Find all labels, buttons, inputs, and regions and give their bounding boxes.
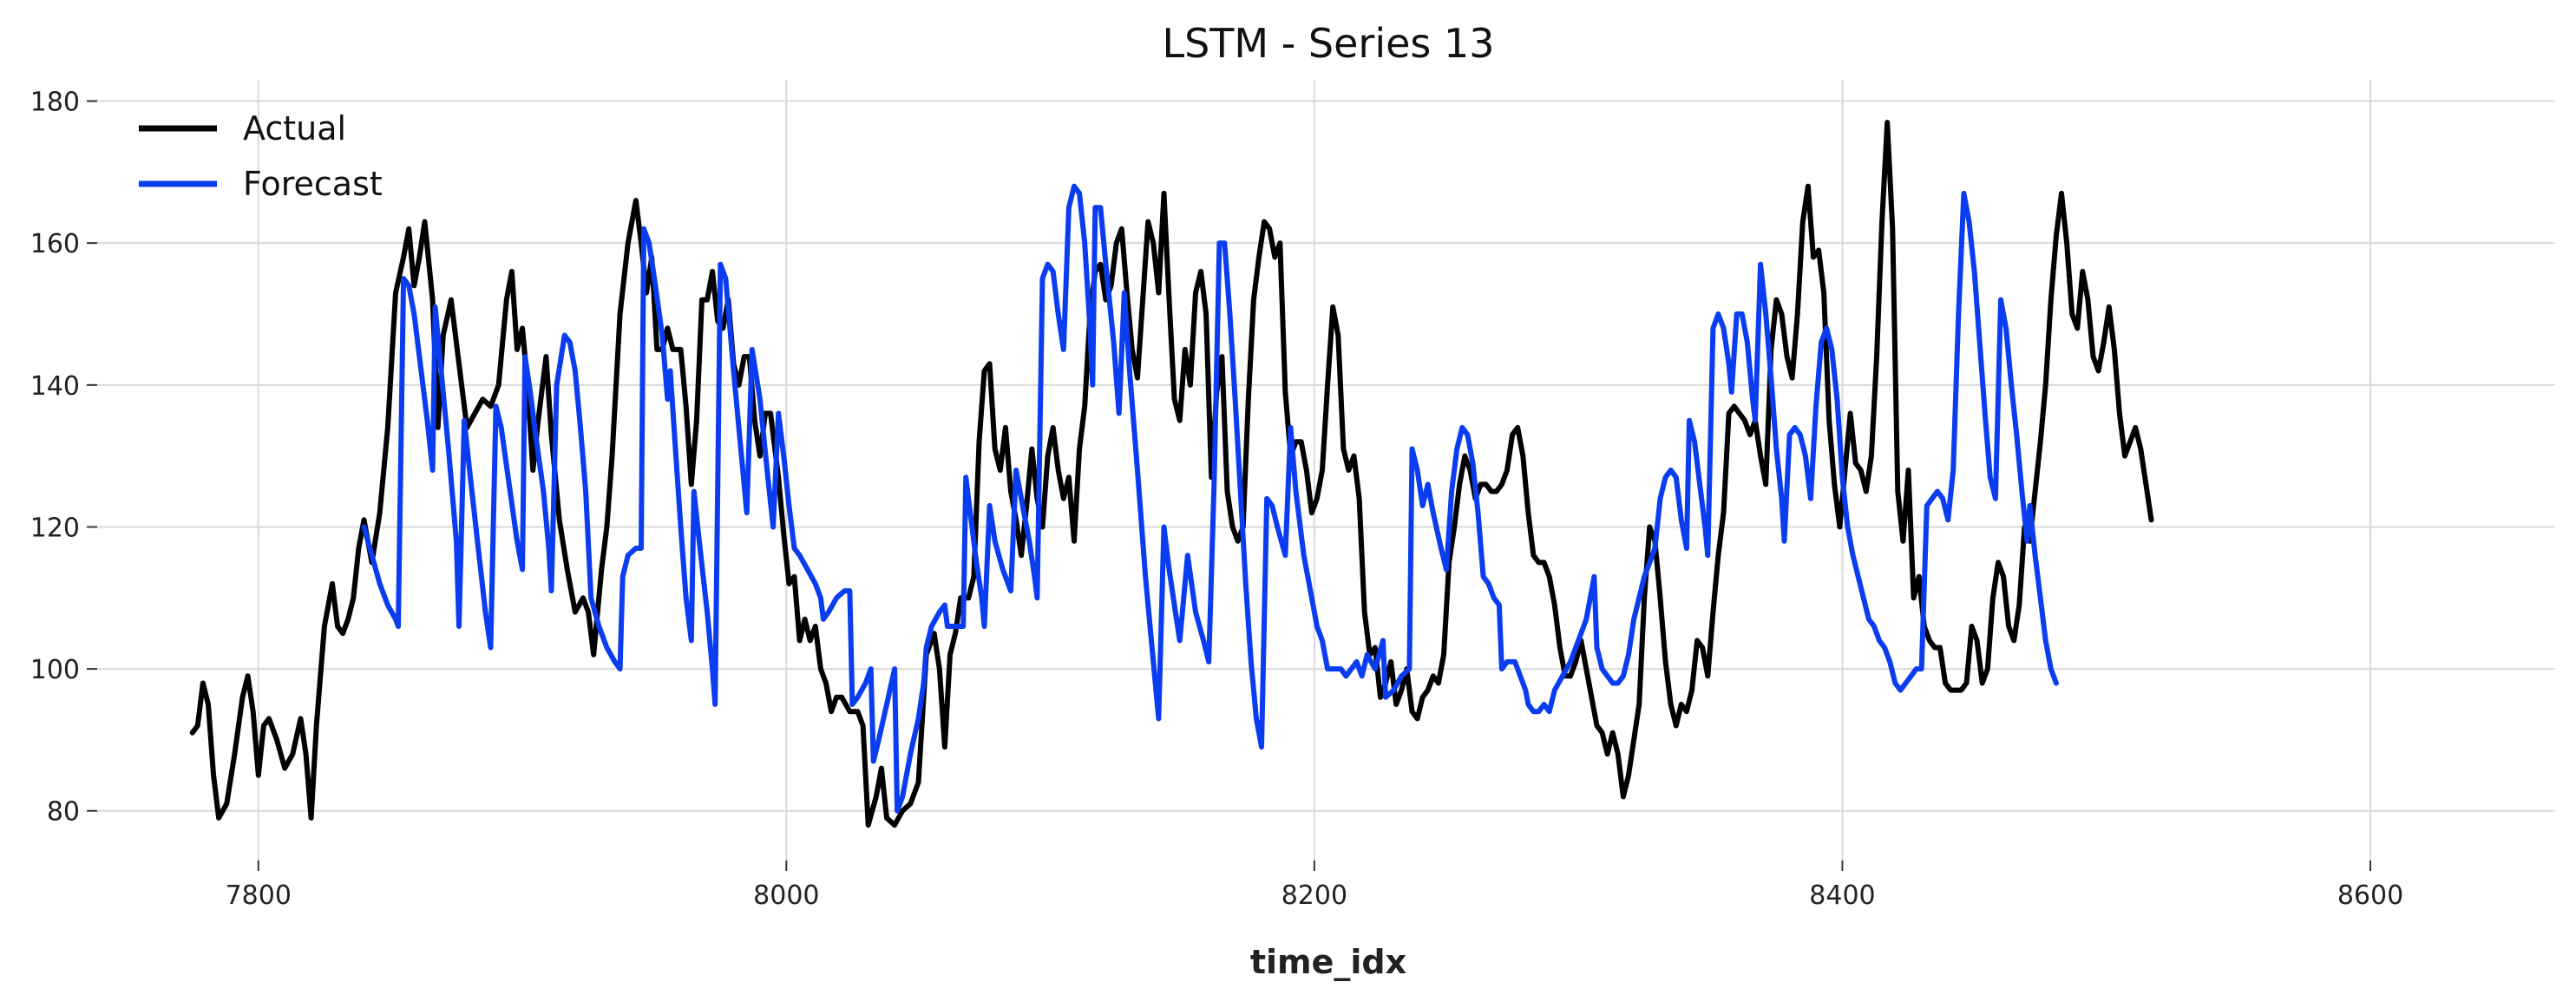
y-tick-label: 140 [30, 371, 80, 402]
y-tick-label: 160 [30, 229, 80, 259]
legend-label-forecast: Forecast [243, 165, 383, 203]
x-axis-label: time_idx [1250, 943, 1406, 981]
x-tick-label: 8200 [1281, 880, 1347, 911]
legend: Actual Forecast [139, 109, 383, 203]
y-tick-label: 180 [30, 88, 80, 118]
legend-label-actual: Actual [243, 109, 346, 147]
grid [87, 80, 2555, 861]
y-tick-label: 80 [47, 797, 80, 828]
x-tick-label: 8000 [753, 880, 819, 911]
y-tick-label: 100 [30, 655, 80, 685]
chart-title: LSTM - Series 13 [1162, 20, 1494, 67]
axis-ticks: 7800 8000 8200 8400 8600 80 100 120 140 160 180 [30, 88, 2403, 911]
series-lines [189, 120, 2154, 828]
y-tick-label: 120 [30, 513, 80, 543]
x-tick-label: 8400 [1809, 880, 1875, 911]
series-line-actual [189, 120, 2154, 828]
x-tick-label: 7800 [226, 880, 292, 911]
series-line-forecast [361, 183, 2059, 814]
x-tick-label: 8600 [2337, 880, 2403, 911]
